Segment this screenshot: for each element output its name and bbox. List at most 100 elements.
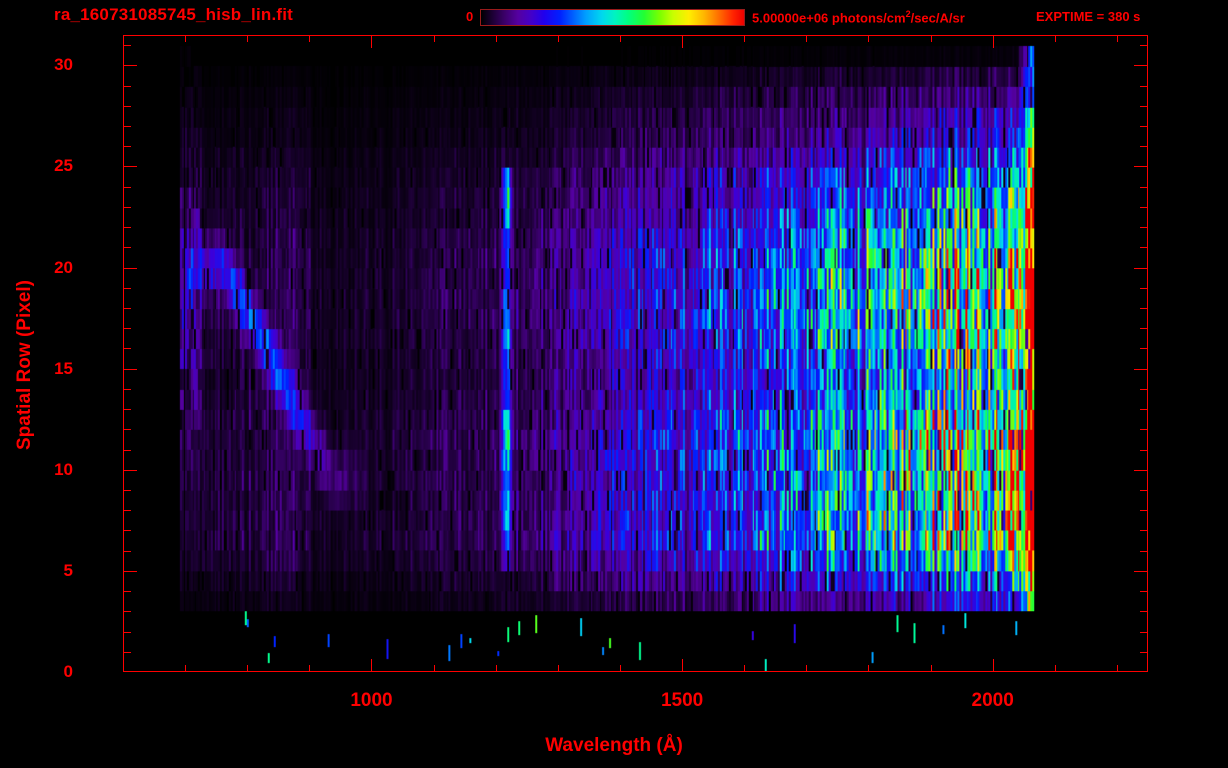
x-major-tick xyxy=(682,35,683,48)
x-minor-tick xyxy=(744,35,745,42)
y-minor-tick xyxy=(124,106,131,107)
y-minor-tick xyxy=(1140,146,1147,147)
x-minor-tick xyxy=(806,665,807,672)
y-minor-tick xyxy=(124,551,131,552)
y-major-tick xyxy=(124,268,137,269)
colorbar-units-pre: photons/cm xyxy=(828,10,906,26)
y-minor-tick xyxy=(1140,86,1147,87)
y-minor-tick xyxy=(1140,611,1147,612)
y-minor-tick xyxy=(124,288,131,289)
x-minor-tick xyxy=(185,665,186,672)
x-minor-tick xyxy=(744,665,745,672)
y-minor-tick xyxy=(124,652,131,653)
y-minor-tick xyxy=(1140,652,1147,653)
y-minor-tick xyxy=(124,632,131,633)
y-major-tick xyxy=(1134,571,1147,572)
colorbar-min-label: 0 xyxy=(466,9,474,24)
y-minor-tick xyxy=(124,389,131,390)
y-major-tick xyxy=(1134,369,1147,370)
x-tick-label: 1500 xyxy=(660,690,704,711)
y-minor-tick xyxy=(1140,126,1147,127)
x-major-tick xyxy=(993,659,994,672)
x-minor-tick xyxy=(185,35,186,42)
y-major-tick xyxy=(124,571,137,572)
y-minor-tick xyxy=(124,227,131,228)
x-minor-tick xyxy=(1117,35,1118,42)
y-minor-tick xyxy=(1140,530,1147,531)
x-minor-tick xyxy=(558,35,559,42)
plot-area xyxy=(124,36,1147,671)
y-minor-tick xyxy=(1140,207,1147,208)
y-minor-tick xyxy=(1140,187,1147,188)
x-minor-tick xyxy=(496,665,497,672)
colorbar xyxy=(480,9,745,26)
y-tick-label: 25 xyxy=(54,156,73,176)
page-title: ra_160731085745_hisb_lin.fit xyxy=(54,5,294,24)
y-minor-tick xyxy=(1140,429,1147,430)
x-minor-tick xyxy=(868,665,869,672)
x-minor-tick xyxy=(1117,665,1118,672)
y-minor-tick xyxy=(1140,106,1147,107)
y-minor-tick xyxy=(1140,288,1147,289)
x-minor-tick xyxy=(309,35,310,42)
y-major-tick xyxy=(1134,166,1147,167)
x-major-tick xyxy=(682,659,683,672)
y-tick-label: 15 xyxy=(54,358,73,378)
y-minor-tick xyxy=(1140,591,1147,592)
colorbar-units-post: /sec/A/sr xyxy=(910,10,965,26)
y-tick-label: 20 xyxy=(54,257,73,277)
y-minor-tick xyxy=(124,490,131,491)
y-minor-tick xyxy=(124,207,131,208)
y-minor-tick xyxy=(124,591,131,592)
y-minor-tick xyxy=(1140,510,1147,511)
y-minor-tick xyxy=(124,530,131,531)
y-minor-tick xyxy=(124,348,131,349)
y-minor-tick xyxy=(1140,328,1147,329)
y-minor-tick xyxy=(124,86,131,87)
y-minor-tick xyxy=(1140,490,1147,491)
y-major-tick xyxy=(124,65,137,66)
x-major-tick xyxy=(371,35,372,48)
y-tick-label: 0 xyxy=(63,662,73,681)
y-minor-tick xyxy=(1140,227,1147,228)
x-minor-tick xyxy=(806,35,807,42)
y-minor-tick xyxy=(124,328,131,329)
y-minor-tick xyxy=(1140,308,1147,309)
x-minor-tick xyxy=(1055,665,1056,672)
x-tick-label: 2000 xyxy=(971,690,1014,711)
x-minor-tick xyxy=(620,665,621,672)
y-minor-tick xyxy=(1140,389,1147,390)
colorbar-max-label: 5.00000e+06 photons/cm2/sec/A/sr xyxy=(752,9,965,25)
y-minor-tick xyxy=(1140,450,1147,451)
y-minor-tick xyxy=(124,45,131,46)
y-minor-tick xyxy=(1140,45,1147,46)
y-minor-tick xyxy=(124,450,131,451)
y-major-tick xyxy=(1134,65,1147,66)
x-minor-tick xyxy=(868,35,869,42)
x-major-tick xyxy=(993,35,994,48)
y-minor-tick xyxy=(1140,551,1147,552)
x-minor-tick xyxy=(309,665,310,672)
spectrogram-canvas xyxy=(124,36,1147,671)
x-minor-tick xyxy=(434,35,435,42)
y-major-tick xyxy=(1134,470,1147,471)
x-minor-tick xyxy=(558,665,559,672)
y-minor-tick xyxy=(124,510,131,511)
y-major-tick xyxy=(124,369,137,370)
x-axis-title: Wavelength (Å) xyxy=(545,735,683,756)
plot-frame xyxy=(123,35,1148,672)
colorbar-max-value: 5.00000e+06 xyxy=(752,10,829,26)
y-tick-label: 5 xyxy=(63,560,73,580)
y-axis-title: Spatial Row (Pixel) xyxy=(14,280,35,450)
colorbar-units-exponent: 2 xyxy=(905,9,911,19)
x-minor-tick xyxy=(620,35,621,42)
y-major-tick xyxy=(124,166,137,167)
x-minor-tick xyxy=(931,35,932,42)
x-minor-tick xyxy=(1055,35,1056,42)
x-minor-tick xyxy=(496,35,497,42)
x-tick-label: 1000 xyxy=(350,690,393,711)
y-minor-tick xyxy=(124,187,131,188)
x-minor-tick xyxy=(247,665,248,672)
y-minor-tick xyxy=(1140,247,1147,248)
